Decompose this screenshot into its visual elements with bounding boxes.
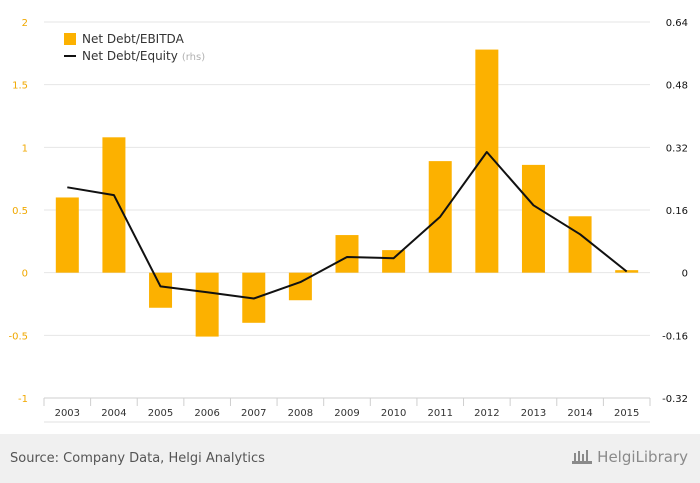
y-left-tick-label: 2 <box>22 18 28 29</box>
library-icon <box>572 450 593 464</box>
y-right-tick-label: 0.48 <box>666 81 688 92</box>
line-layer <box>67 151 628 300</box>
source-text: Source: Company Data, Helgi Analytics <box>10 451 265 466</box>
x-tick-label: 2012 <box>474 408 499 419</box>
y-right-tick-label: -0.32 <box>662 394 688 405</box>
bar-2010 <box>382 250 406 273</box>
bar-2012 <box>475 49 499 273</box>
x-tick-label: 2007 <box>241 408 266 419</box>
bars-layer <box>55 49 639 337</box>
helgi-library-logo: HelgiLibrary <box>571 448 688 466</box>
chart-svg: 2 1.5 1 0.5 0 -0.5 -1 0.64 0.48 0.32 0.16 0 -0.16 -0.… <box>8 18 688 423</box>
x-tick-label: 2003 <box>55 408 80 419</box>
x-tick-label: 2006 <box>194 408 219 419</box>
y-right-tick-label: 0 <box>682 269 688 280</box>
y-left-tick-label: 0.5 <box>12 206 28 217</box>
y-right-tick-label: 0.16 <box>666 206 688 217</box>
y-right-tick-label: -0.16 <box>662 331 688 342</box>
legend-label-line-name: Net Debt/Equity <box>82 49 178 63</box>
legend: Net Debt/EBITDA Net Debt/Equity (rhs) <box>64 32 205 63</box>
y-left-tick-label: -0.5 <box>8 331 28 342</box>
x-tick-label: 2008 <box>288 408 313 419</box>
x-tick-label: 2004 <box>101 408 126 419</box>
x-tick-label: 2015 <box>614 408 639 419</box>
grid-layer <box>44 21 650 399</box>
axes-layer: 2 1.5 1 0.5 0 -0.5 -1 0.64 0.48 0.32 0.16 0 -0.16 -0.… <box>8 18 688 423</box>
bar-2003 <box>55 197 79 273</box>
bar-2009 <box>335 235 359 273</box>
bar-2014 <box>568 216 592 273</box>
y-right-tick-label: 0.64 <box>666 18 688 29</box>
line-series-net-debt-equity <box>67 151 628 300</box>
legend-label-line: Net Debt/Equity (rhs) <box>82 49 205 63</box>
x-tick-label: 2005 <box>148 408 173 419</box>
bar-2006 <box>195 272 219 337</box>
legend-label-line-suffix: (rhs) <box>182 52 205 63</box>
x-tick-label: 2014 <box>567 408 592 419</box>
legend-label-bar: Net Debt/EBITDA <box>82 32 185 46</box>
y-left-tick-label: 1 <box>22 143 28 154</box>
x-tick-label: 2011 <box>428 408 453 419</box>
y-right-tick-label: 0.32 <box>666 143 688 154</box>
legend-swatch-bar <box>64 33 76 45</box>
bar-2013 <box>521 164 545 273</box>
x-tick-label: 2010 <box>381 408 406 419</box>
x-tick-label: 2009 <box>334 408 359 419</box>
bar-2005 <box>149 272 173 308</box>
y-left-tick-label: -1 <box>18 394 28 405</box>
y-left-tick-label: 0 <box>22 269 28 280</box>
y-left-tick-label: 1.5 <box>12 81 28 92</box>
footer: Source: Company Data, Helgi Analytics He… <box>0 434 700 483</box>
bar-2004 <box>102 137 126 273</box>
x-tick-label: 2013 <box>521 408 546 419</box>
logo-text: HelgiLibrary <box>597 448 688 466</box>
